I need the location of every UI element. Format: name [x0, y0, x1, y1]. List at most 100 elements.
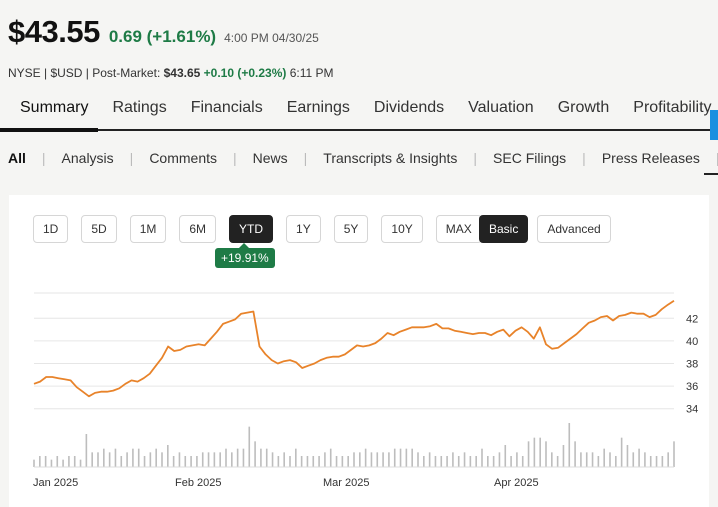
volume-bar: [213, 452, 216, 467]
tab-summary[interactable]: Summary: [0, 96, 99, 132]
volume-bar: [597, 456, 600, 467]
tab-ratings[interactable]: Ratings: [112, 99, 167, 116]
range-ytd-button[interactable]: YTD: [229, 215, 274, 243]
subtab-transcripts[interactable]: Transcripts & Insights: [323, 150, 458, 166]
divider: |: [233, 150, 237, 166]
price-chart[interactable]: 34 36 38 40 42 Jan 2025 Feb 2025 Mar 2025 Apr 20…: [9, 195, 709, 507]
volume-bar: [638, 448, 640, 467]
tab-dividends[interactable]: Dividends: [373, 99, 445, 116]
volume-bar: [475, 456, 477, 467]
volume-bar: [382, 452, 384, 467]
range-max-button[interactable]: MAX: [435, 215, 482, 243]
volume-bar: [492, 456, 495, 467]
chart-mode-selector: Basic Advanced: [479, 215, 620, 243]
subtab-news[interactable]: News: [252, 150, 288, 166]
x-tick-label: Jan 2025: [33, 477, 78, 489]
volume-bar: [353, 452, 355, 467]
volume-bar: [393, 448, 396, 467]
subtab-comments[interactable]: Comments: [149, 150, 217, 166]
volume-bar: [469, 456, 472, 467]
volume-bar: [33, 459, 35, 467]
volume-bar: [114, 448, 117, 467]
volume-bar: [667, 452, 669, 467]
volume-bar: [609, 452, 611, 467]
volume-bar: [318, 456, 320, 467]
volume-bar: [155, 448, 157, 467]
volume-bar: [510, 456, 512, 467]
volume-bar: [50, 459, 53, 467]
tab-valuation[interactable]: Valuation: [468, 99, 534, 116]
volume-bar: [149, 452, 152, 467]
volume-bar: [277, 456, 280, 467]
volume-bar: [568, 423, 571, 467]
volume-bar: [73, 456, 76, 467]
volume-bar: [591, 452, 594, 467]
y-tick-label: 42: [686, 313, 698, 325]
post-market-info: NYSE | $USD | Post-Market: $43.65 +0.10 …: [8, 66, 334, 80]
volume-bar: [207, 452, 210, 467]
volume-bar: [463, 452, 466, 467]
volume-bar: [446, 456, 448, 467]
volume-bar: [289, 456, 291, 467]
tab-growth[interactable]: Growth: [557, 99, 610, 116]
volume-bar: [347, 456, 349, 467]
post-market-time: 6:11 PM: [289, 66, 334, 80]
volume-bar: [312, 456, 315, 467]
volume-bar: [364, 448, 367, 467]
range-selector: 1D 5D 1M 6M YTD 1Y 5Y 10Y MAX: [33, 215, 495, 243]
x-tick-label: Mar 2025: [323, 477, 369, 489]
volume-bar: [248, 426, 251, 467]
tab-profitability[interactable]: Profitability: [633, 99, 712, 116]
mode-advanced-button[interactable]: Advanced: [537, 215, 611, 243]
range-1m-button[interactable]: 1M: [129, 215, 167, 243]
mode-basic-button[interactable]: Basic: [479, 215, 529, 243]
sub-tabs: All | Analysis | Comments | News | Trans…: [8, 150, 718, 166]
volume-bar: [85, 434, 88, 467]
subtabs-edge: [704, 143, 718, 175]
volume-bar: [108, 452, 111, 467]
volume-bar: [539, 437, 541, 467]
volume-bar: [359, 452, 361, 467]
range-10y-button[interactable]: 10Y: [381, 215, 423, 243]
subtab-all[interactable]: All: [8, 150, 26, 166]
volume-bar: [265, 448, 268, 467]
volume-bar: [137, 448, 140, 467]
volume-bar: [271, 452, 274, 467]
subtab-sec-filings[interactable]: SEC Filings: [493, 150, 567, 166]
range-5d-button[interactable]: 5D: [81, 215, 117, 243]
range-5y-button[interactable]: 5Y: [333, 215, 369, 243]
volume-bar: [184, 456, 187, 467]
volume-bar: [545, 441, 547, 467]
tab-financials[interactable]: Financials: [190, 99, 263, 116]
volume-bar: [254, 441, 256, 467]
volume-bar: [487, 456, 489, 467]
volume-bar: [516, 452, 518, 467]
volume-bar: [219, 452, 221, 467]
volume-bar: [143, 456, 146, 467]
volume-bar: [661, 456, 664, 467]
divider: |: [582, 150, 586, 166]
y-tick-label: 36: [686, 381, 698, 393]
volume-bar: [161, 452, 163, 467]
tab-earnings[interactable]: Earnings: [286, 99, 350, 116]
range-1y-button[interactable]: 1Y: [286, 215, 321, 243]
range-1d-button[interactable]: 1D: [33, 215, 69, 243]
volume-bar: [335, 456, 338, 467]
post-market-change: +0.10 (+0.23%): [203, 66, 287, 80]
volume-bar: [417, 452, 419, 467]
volume-bar: [225, 448, 227, 467]
side-scroll-button[interactable]: [710, 110, 718, 140]
volume-bar: [388, 452, 390, 467]
volume-bar: [411, 448, 413, 467]
volume-bar: [178, 452, 181, 467]
volume-bar: [504, 445, 507, 467]
price-line: [33, 299, 675, 398]
subtab-analysis[interactable]: Analysis: [61, 150, 114, 166]
volume-bar: [260, 448, 262, 467]
volume-bar: [580, 452, 582, 467]
subtab-press-releases[interactable]: Press Releases: [601, 150, 700, 166]
volume-bar: [324, 452, 326, 467]
y-tick-label: 40: [686, 336, 698, 348]
range-6m-button[interactable]: 6M: [179, 215, 217, 243]
volume-bar: [329, 448, 332, 467]
